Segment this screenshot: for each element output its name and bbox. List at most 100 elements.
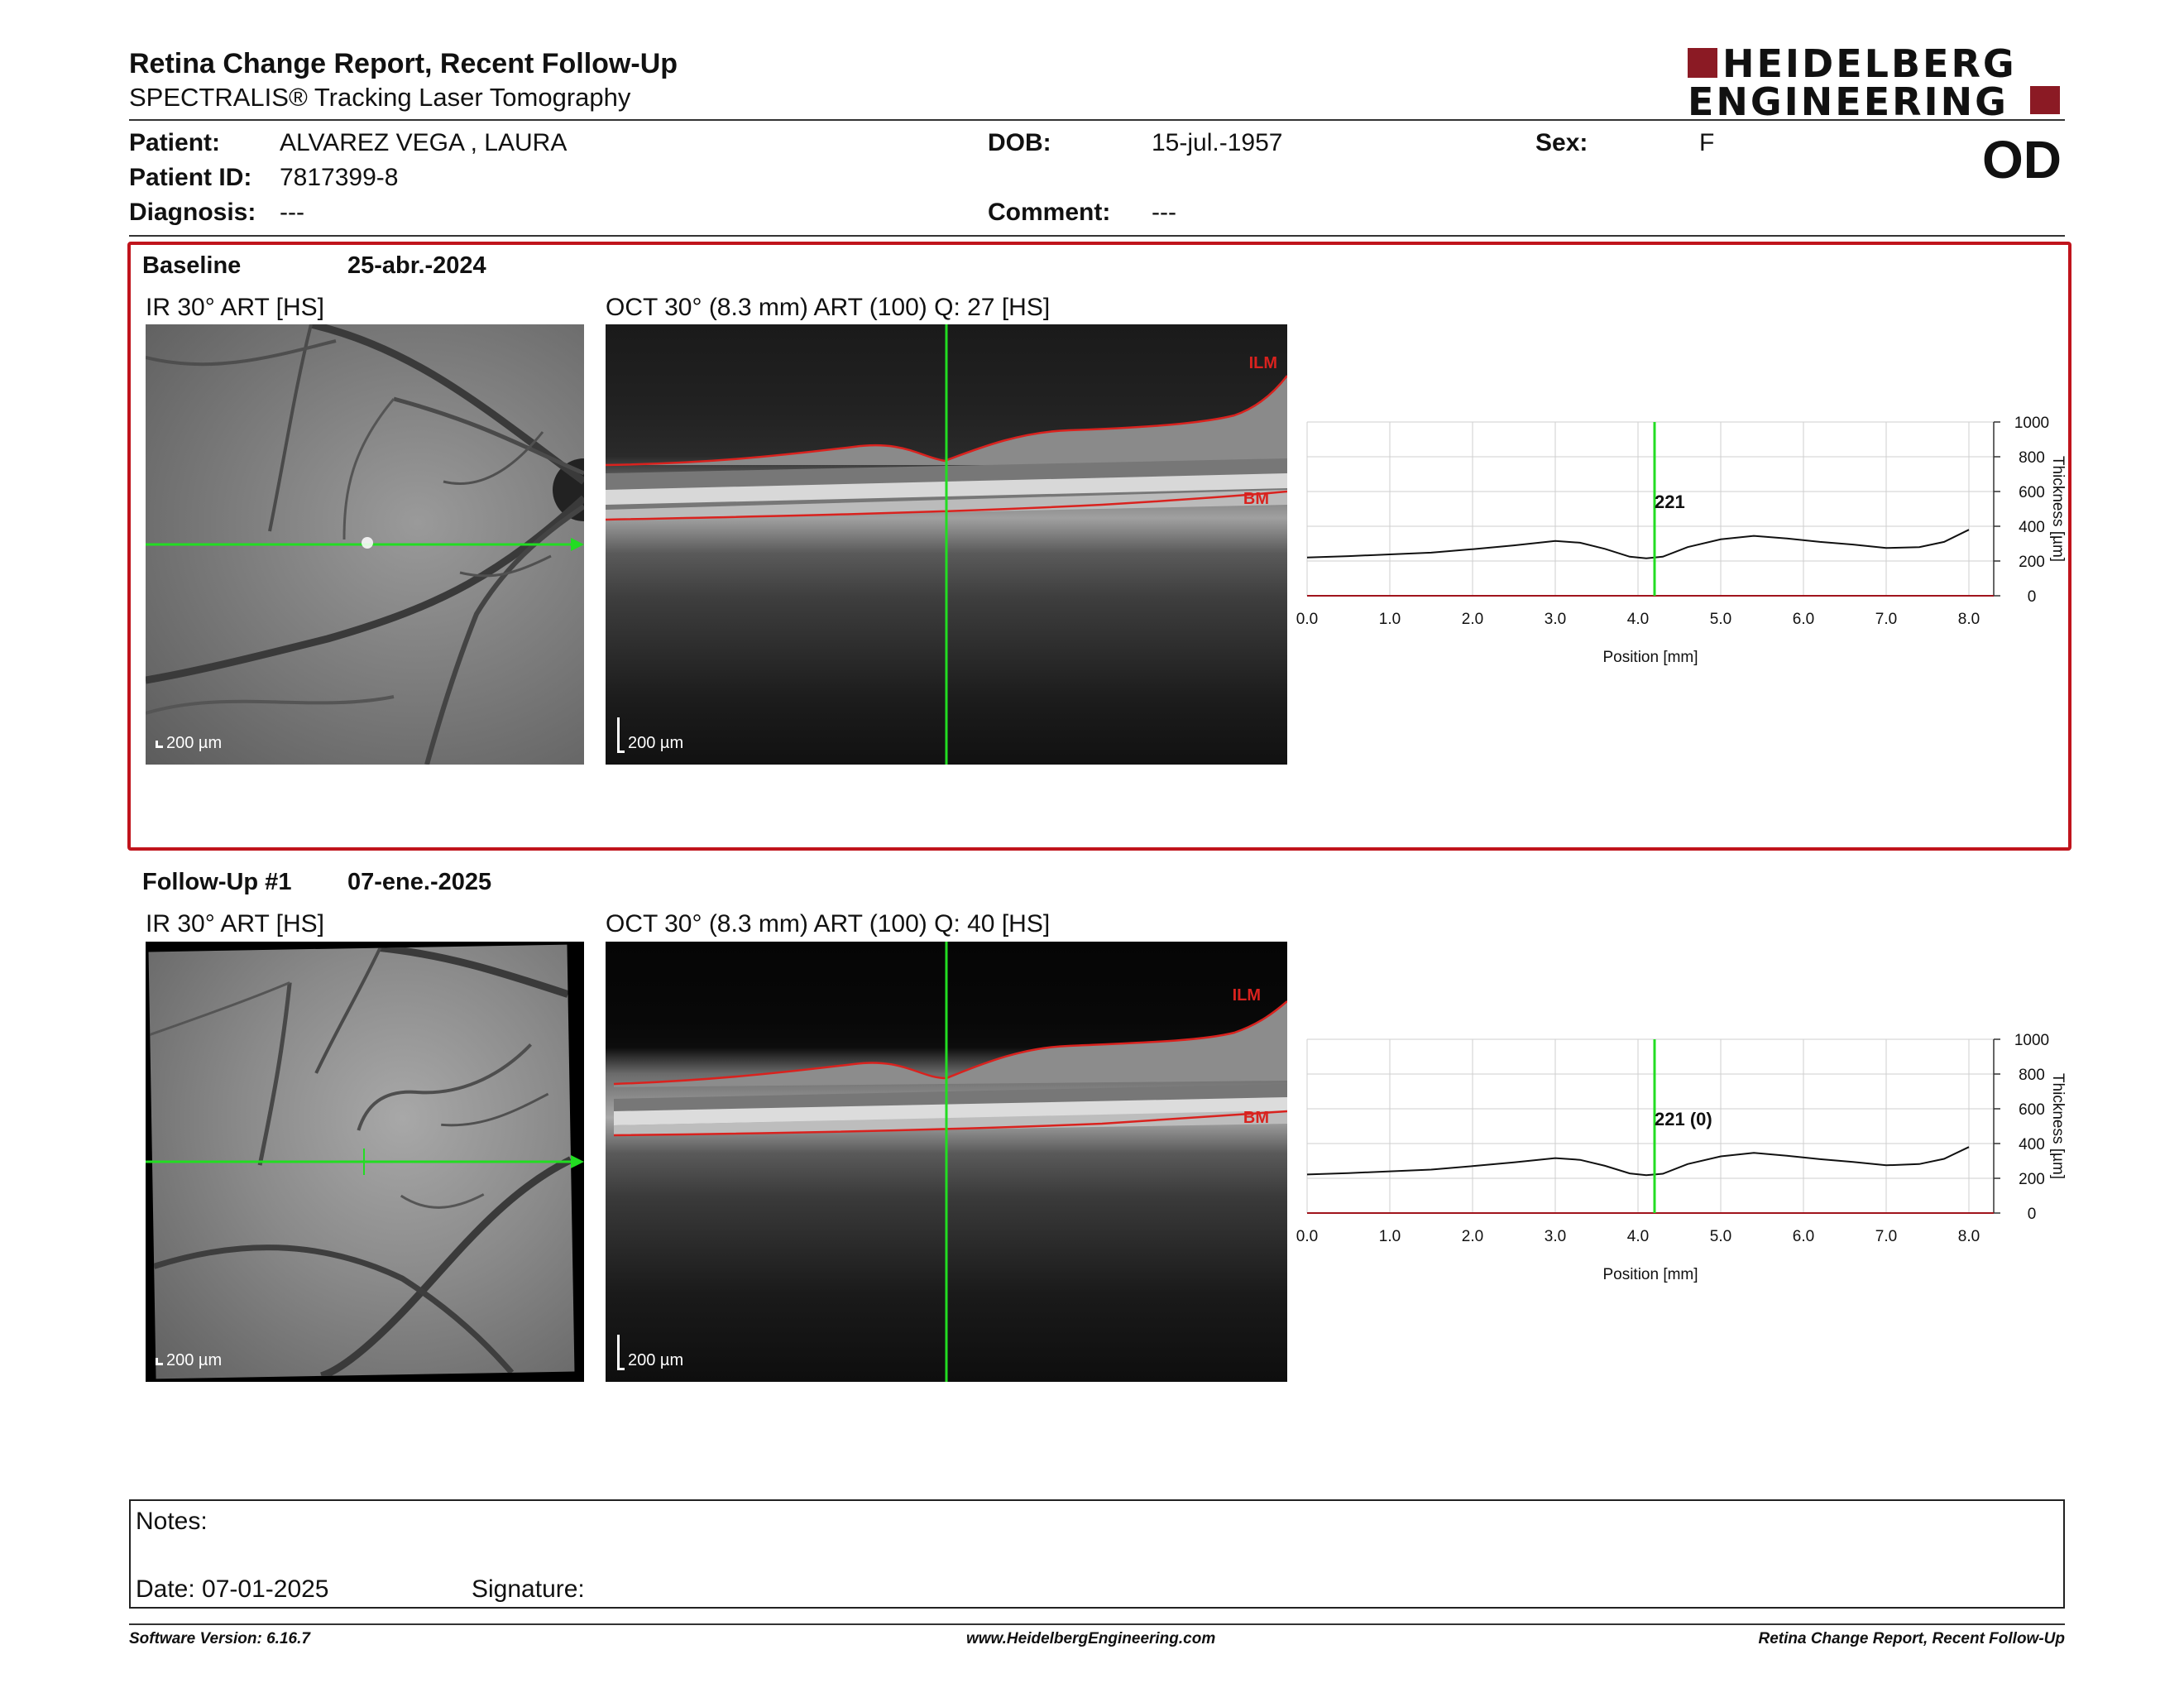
followup-bm-line bbox=[613, 1110, 1287, 1137]
diagnosis-value: --- bbox=[280, 199, 304, 226]
y-tick-label: 400 bbox=[2019, 1136, 2045, 1153]
report-title: Retina Change Report, Recent Follow-Up bbox=[129, 48, 678, 79]
followup-oct-image[interactable]: ILM BM 200 µm bbox=[606, 942, 1287, 1382]
logo-line-1: HEIDELBERG bbox=[1722, 41, 2017, 86]
y-tick-label: 800 bbox=[2019, 449, 2045, 467]
dob-label: DOB: bbox=[988, 129, 1051, 156]
x-tick-label: 4.0 bbox=[1627, 1228, 1649, 1245]
baseline-oct-title: OCT 30° (8.3 mm) ART (100) Q: 27 [HS] bbox=[606, 294, 1051, 321]
baseline-oct-scale-label: 200 µm bbox=[628, 734, 684, 752]
eye-indicator: OD bbox=[1982, 130, 2062, 189]
followup-bm-label: BM bbox=[1243, 1109, 1269, 1127]
x-tick-label: 8.0 bbox=[1958, 1228, 1980, 1245]
y-tick-label: 800 bbox=[2019, 1067, 2045, 1084]
y-axis-label: Thickness [µm] bbox=[2049, 456, 2067, 562]
x-tick-label: 1.0 bbox=[1379, 611, 1401, 628]
patient-id-label: Patient ID: bbox=[129, 164, 252, 191]
x-tick-label: 0.0 bbox=[1296, 1228, 1318, 1245]
followup-fundus-vessels bbox=[149, 944, 572, 1380]
baseline-bm-label: BM bbox=[1243, 490, 1269, 508]
comment-value: --- bbox=[1152, 199, 1176, 226]
comment-label: Comment: bbox=[988, 199, 1111, 226]
y-tick-label: 1000 bbox=[2014, 415, 2049, 432]
y-axis-label: Thickness [µm] bbox=[2049, 1073, 2067, 1179]
website-link[interactable]: www.HeidelbergEngineering.com bbox=[966, 1630, 1216, 1647]
patient-id: 7817399-8 bbox=[280, 164, 399, 191]
sex-label: Sex: bbox=[1535, 129, 1588, 156]
x-tick-label: 5.0 bbox=[1710, 611, 1731, 628]
followup-ir-title: IR 30° ART [HS] bbox=[146, 910, 324, 938]
dob-value: 15-jul.-1957 bbox=[1152, 129, 1283, 156]
y-tick-label: 1000 bbox=[2014, 1032, 2049, 1049]
y-tick-label: 0 bbox=[2028, 1206, 2037, 1223]
baseline-ir-scalebar: 200 µm bbox=[156, 734, 222, 753]
followup-thickness-chart: 0.0 1.0 2.0 3.0 4.0 5.0 6.0 7.0 8.0 0 200 400 600 800… bbox=[1296, 1032, 2067, 1283]
x-tick-label: 6.0 bbox=[1793, 611, 1814, 628]
notes-box[interactable] bbox=[129, 1499, 2065, 1609]
y-tick-label: 0 bbox=[2028, 588, 2037, 606]
followup-ilm-label: ILM bbox=[1232, 986, 1261, 1005]
patient-divider bbox=[129, 235, 2065, 237]
x-tick-label: 7.0 bbox=[1875, 611, 1897, 628]
patient-name: ALVAREZ VEGA , LAURA bbox=[280, 129, 568, 156]
followup-label: Follow-Up #1 bbox=[142, 869, 292, 895]
logo-square-top bbox=[1688, 48, 1717, 78]
followup-scan-line bbox=[146, 1149, 584, 1175]
y-tick-label: 600 bbox=[2019, 484, 2045, 501]
sex-value: F bbox=[1699, 129, 1715, 156]
x-tick-label: 2.0 bbox=[1462, 611, 1483, 628]
x-tick-label: 3.0 bbox=[1545, 611, 1566, 628]
header-divider bbox=[129, 119, 2065, 121]
x-tick-label: 8.0 bbox=[1958, 611, 1980, 628]
followup-oct-title: OCT 30° (8.3 mm) ART (100) Q: 40 [HS] bbox=[606, 910, 1051, 938]
x-tick-label: 3.0 bbox=[1545, 1228, 1566, 1245]
baseline-oct-layers bbox=[606, 324, 1287, 765]
y-tick-label: 400 bbox=[2019, 519, 2045, 536]
followup-cursor-value: 221 (0) bbox=[1655, 1109, 1712, 1129]
followup-fundus-field bbox=[148, 944, 575, 1380]
baseline-ilm-label: ILM bbox=[1248, 354, 1277, 372]
followup-ilm-line bbox=[613, 1000, 1287, 1086]
y-tick-label: 200 bbox=[2019, 554, 2045, 571]
software-version: Software Version: 6.16.7 bbox=[129, 1630, 310, 1647]
baseline-date: 25-abr.-2024 bbox=[347, 252, 486, 279]
x-tick-label: 6.0 bbox=[1793, 1228, 1814, 1245]
x-axis-label: Position [mm] bbox=[1602, 1266, 1698, 1283]
followup-oct-scale-label: 200 µm bbox=[628, 1351, 684, 1369]
followup-oct-layers bbox=[613, 942, 1287, 1382]
baseline-bm-line bbox=[606, 490, 1287, 521]
logo-square-bottom bbox=[2030, 86, 2060, 114]
logo-line-2: ENGINEERING bbox=[1688, 79, 2009, 124]
baseline-oct-image[interactable]: ILM BM 200 µm bbox=[606, 324, 1287, 765]
x-tick-label: 1.0 bbox=[1379, 1228, 1401, 1245]
diagnosis-label: Diagnosis: bbox=[129, 199, 256, 226]
baseline-fundus-vessels bbox=[146, 324, 584, 765]
report-subtitle: SPECTRALIS® Tracking Laser Tomography bbox=[129, 83, 631, 112]
baseline-label: Baseline bbox=[142, 252, 242, 279]
x-axis-label: Position [mm] bbox=[1602, 649, 1698, 666]
followup-oct-scalebar: 200 µm bbox=[617, 1335, 683, 1370]
x-tick-label: 5.0 bbox=[1710, 1228, 1731, 1245]
followup-ir-image[interactable]: 200 µm bbox=[146, 942, 584, 1382]
footer-divider bbox=[129, 1623, 2065, 1625]
followup-ir-scale-label: 200 µm bbox=[166, 1351, 223, 1369]
x-tick-label: 4.0 bbox=[1627, 611, 1649, 628]
signature-label: Signature: bbox=[472, 1575, 585, 1603]
x-tick-label: 7.0 bbox=[1875, 1228, 1897, 1245]
baseline-cursor-value: 221 bbox=[1655, 492, 1685, 512]
notes-date: Date: 07-01-2025 bbox=[136, 1575, 329, 1603]
baseline-thickness-chart: 0.0 1.0 2.0 3.0 4.0 5.0 6.0 7.0 8.0 0 200 400 600 800… bbox=[1296, 415, 2067, 666]
baseline-ir-image[interactable]: 200 µm bbox=[146, 324, 584, 765]
y-tick-label: 200 bbox=[2019, 1171, 2045, 1188]
baseline-ir-scale-label: 200 µm bbox=[166, 734, 223, 752]
footer-report-name: Retina Change Report, Recent Follow-Up bbox=[1758, 1630, 2065, 1647]
baseline-oct-scalebar: 200 µm bbox=[617, 717, 683, 753]
notes-label: Notes: bbox=[136, 1508, 208, 1535]
followup-ir-scalebar: 200 µm bbox=[156, 1351, 222, 1370]
baseline-highlight-box bbox=[127, 242, 2071, 851]
baseline-ir-title: IR 30° ART [HS] bbox=[146, 294, 324, 321]
baseline-ilm-line bbox=[606, 375, 1287, 467]
x-tick-label: 2.0 bbox=[1462, 1228, 1483, 1245]
followup-date: 07-ene.-2025 bbox=[347, 869, 492, 895]
y-tick-label: 600 bbox=[2019, 1101, 2045, 1119]
